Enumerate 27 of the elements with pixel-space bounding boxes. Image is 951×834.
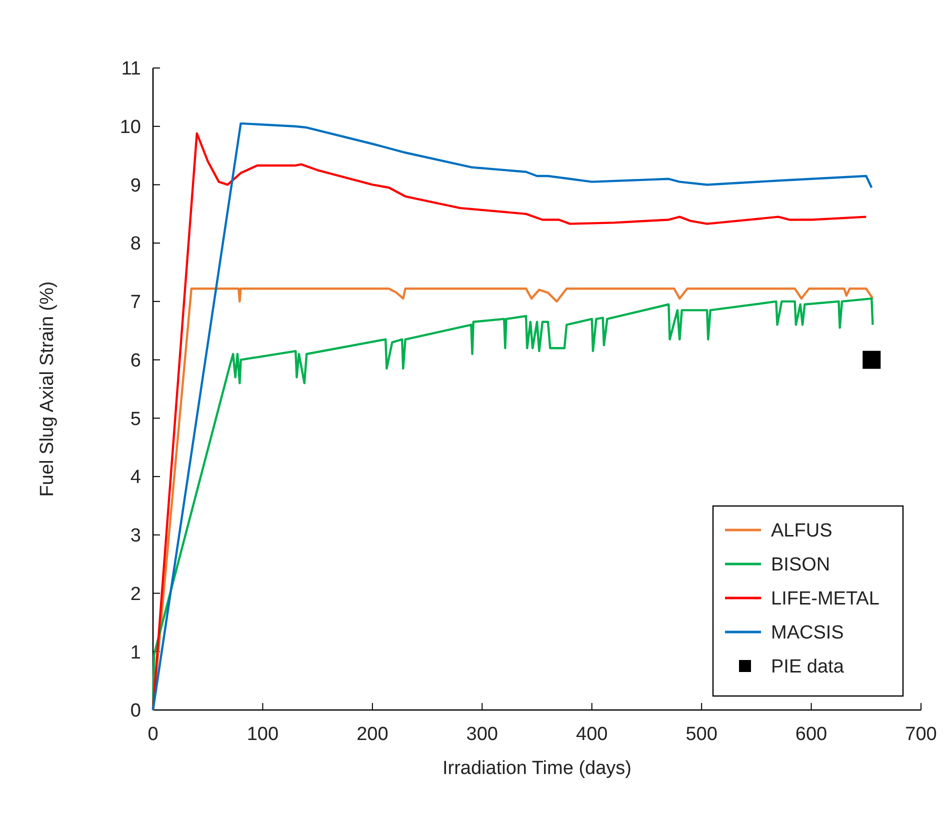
legend-label: BISON [771, 554, 830, 576]
y-tick-label: 10 [120, 117, 141, 138]
y-tick-label: 5 [130, 408, 141, 430]
x-tick-label: 700 [905, 724, 937, 745]
x-tick-label: 300 [466, 724, 498, 745]
legend-label: LIFE-METAL [771, 588, 880, 610]
legend-label: MACSIS [771, 622, 844, 644]
y-axis-title: Fuel Slug Axial Strain (%) [37, 281, 58, 497]
y-tick-label: 6 [130, 350, 141, 372]
y-tick-label: 2 [130, 584, 141, 605]
x-tick-label: 200 [356, 724, 388, 745]
x-tick-label: 100 [246, 724, 279, 745]
x-tick-label: 400 [576, 724, 608, 745]
x-tick-label: 600 [795, 724, 828, 745]
x-axis-title: Irradiation Time (days) [442, 758, 632, 779]
y-tick-label: 0 [130, 700, 141, 722]
y-tick-label: 7 [130, 292, 141, 314]
y-tick-label: 9 [130, 175, 141, 196]
legend-label: ALFUS [771, 520, 832, 542]
legend-label: PIE data [771, 656, 844, 678]
y-tick-label: 8 [130, 234, 141, 255]
x-tick-label: 0 [148, 724, 158, 745]
y-tick-label: 3 [130, 526, 141, 547]
y-tick-label: 1 [130, 642, 141, 664]
y-tick-label: 11 [121, 58, 141, 80]
x-tick-label: 500 [686, 724, 718, 745]
y-tick-label: 4 [130, 467, 142, 488]
